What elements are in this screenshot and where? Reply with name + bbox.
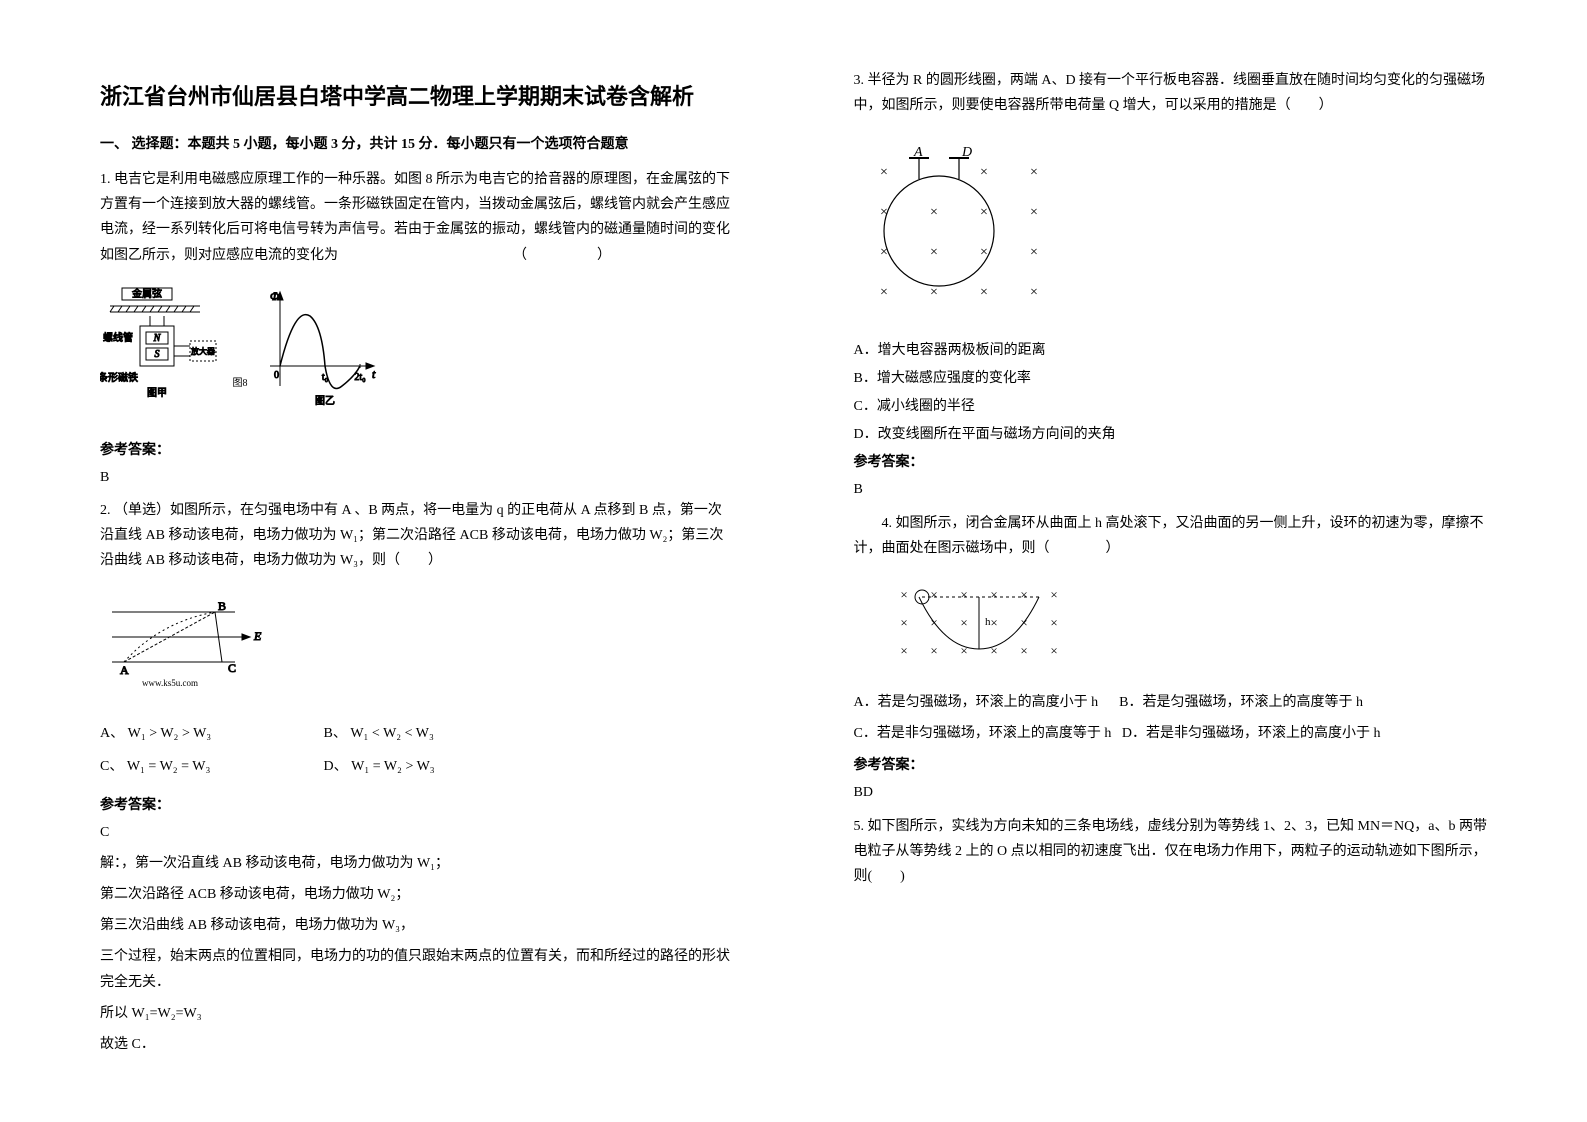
svg-text:×: ×	[880, 165, 888, 180]
page-title: 浙江省台州市仙居县白塔中学高二物理上学期期末试卷含解析	[100, 80, 734, 113]
q2-exp5: 故选 C．	[100, 1032, 734, 1057]
q2-exp0: 解：，第一次沿直线 AB 移动该电荷，电场力做功为 W₁；	[100, 851, 734, 876]
label-t0: t₀	[322, 372, 329, 383]
q3-answer-label: 参考答案：	[854, 451, 1488, 471]
q4-optD: D．若是非匀强磁场，环滚上的高度小于 h	[1122, 726, 1381, 741]
svg-text:×: ×	[990, 615, 997, 630]
q3-optA: A．增大电容器两极板间的距离	[854, 339, 1488, 359]
label-2t0: 2t₀	[354, 372, 366, 383]
svg-text:×: ×	[1030, 285, 1038, 300]
svg-text:h: h	[985, 616, 991, 628]
q2-answer-label: 参考答案：	[100, 794, 734, 814]
label-O: 0	[274, 370, 279, 381]
label-figC: 图乙	[315, 395, 335, 407]
svg-text:×: ×	[980, 205, 988, 220]
q4-row2: C．若是非匀强磁场，环滚上的高度等于 h D．若是非匀强磁场，环滚上的高度小于 …	[854, 721, 1488, 746]
q2-options: A、 W₁ > W₂ > W₃ B、 W₁ < W₂ < W₃ C、 W₁ = …	[100, 717, 734, 784]
label-figA: 图甲	[147, 387, 167, 399]
svg-text:×: ×	[880, 285, 888, 300]
svg-text:×: ×	[900, 643, 907, 658]
svg-text:×: ×	[1030, 205, 1038, 220]
q2-optB: B、 W₁ < W₂ < W₃	[324, 717, 524, 751]
svg-text:×: ×	[1030, 165, 1038, 180]
q2-optD: D、 W₁ = W₂ > W₃	[324, 750, 524, 784]
q3-answer: B	[854, 477, 1488, 502]
label-C: C	[228, 661, 236, 675]
svg-text:×: ×	[1050, 587, 1057, 602]
right-column: 3. 半径为 R 的圆形线圈，两端 A、D 接有一个平行板电容器．线圈垂直放在随…	[794, 0, 1587, 1122]
q1-stem: 1. 电吉它是利用电磁感应原理工作的一种乐器。如图 8 所示为电吉它的拾音器的原…	[100, 167, 734, 268]
label-t: t	[372, 367, 376, 381]
svg-text:×: ×	[930, 587, 937, 602]
svg-text:×: ×	[980, 165, 988, 180]
q2-exp4: 所以 W₁=W₂=W₃	[100, 1001, 734, 1026]
q1-figure: 金属弦 N S	[100, 286, 380, 416]
svg-text:×: ×	[1050, 615, 1057, 630]
q4-answer: BD	[854, 780, 1488, 805]
label-magnet: 条形磁铁	[100, 371, 138, 384]
label-coil: 螺线管	[103, 331, 133, 344]
label-B: B	[218, 599, 226, 613]
svg-text:×: ×	[930, 245, 938, 260]
svg-text:×: ×	[900, 587, 907, 602]
label-site: www.ks5u.com	[142, 678, 198, 688]
label-A: A	[120, 663, 129, 677]
q2-stem: 2. （单选）如图所示，在匀强电场中有 A 、B 两点，将一电量为 q 的正电荷…	[100, 498, 734, 574]
q2-exp2: 第三次沿曲线 AB 移动该电荷，电场力做功为 W₃，	[100, 913, 734, 938]
label-S: S	[155, 349, 160, 360]
q3-optB: B．增大磁感应强度的变化率	[854, 367, 1488, 387]
q1-answer-label: 参考答案：	[100, 439, 734, 459]
q3-options: A．增大电容器两极板间的距离 B．增大磁感应强度的变化率 C．减小线圈的半径 D…	[854, 339, 1488, 443]
q4-figure: ×××××× ×××××× ×××××× h	[884, 579, 1084, 669]
svg-text:×: ×	[900, 615, 907, 630]
svg-text:×: ×	[980, 285, 988, 300]
label-string: 金属弦	[132, 287, 162, 300]
svg-text:×: ×	[1030, 245, 1038, 260]
q4-optC: C．若是非匀强磁场，环滚上的高度等于 h	[854, 726, 1112, 741]
q2-figure: E A B C www.ks5u.com	[100, 592, 270, 692]
label-E: E	[253, 629, 262, 643]
q2-exp3: 三个过程，始末两点的位置相同，电场力的功的值只跟始末两点的位置有关，而和所经过的…	[100, 944, 734, 994]
q2-optA: A、 W₁ > W₂ > W₃	[100, 717, 300, 751]
svg-text:×: ×	[1020, 643, 1027, 658]
section-header: 一、 选择题：本题共 5 小题，每小题 3 分，共计 15 分．每小题只有一个选…	[100, 133, 734, 153]
q3-figure: ×× ××× ××× ××× ×××× A D	[854, 136, 1064, 316]
q5-stem: 5. 如下图所示，实线为方向未知的三条电场线，虚线分别为等势线 1、2、3，已知…	[854, 814, 1488, 890]
q4-optA: A．若是匀强磁场，环滚上的高度小于 h	[854, 695, 1099, 710]
q2-exp1: 第二次沿路径 ACB 移动该电荷，电场力做功 W₂；	[100, 882, 734, 907]
q3-optC: C．减小线圈的半径	[854, 395, 1488, 415]
q1-answer: B	[100, 465, 734, 490]
svg-text:×: ×	[930, 205, 938, 220]
label-amp: 放大器	[191, 346, 215, 356]
label-figB: 图8	[233, 377, 248, 389]
q4-optB: B．若是匀强磁场，环滚上的高度等于 h	[1119, 695, 1363, 710]
svg-text:×: ×	[1050, 643, 1057, 658]
q2-answer: C	[100, 820, 734, 845]
q4-stem: 4. 如图所示，闭合金属环从曲面上 h 高处滚下，又沿曲面的另一侧上升，设环的初…	[854, 511, 1488, 561]
svg-text:×: ×	[990, 587, 997, 602]
q2-optC: C、 W₁ = W₂ = W₃	[100, 750, 300, 784]
label-phi: Φ	[270, 289, 279, 303]
svg-text:×: ×	[930, 643, 937, 658]
svg-text:×: ×	[930, 285, 938, 300]
label-N: N	[153, 333, 162, 344]
q4-row1: A．若是匀强磁场，环滚上的高度小于 h B．若是匀强磁场，环滚上的高度等于 h	[854, 690, 1488, 715]
svg-text:×: ×	[960, 615, 967, 630]
q4-answer-label: 参考答案：	[854, 754, 1488, 774]
q3-stem: 3. 半径为 R 的圆形线圈，两端 A、D 接有一个平行板电容器．线圈垂直放在随…	[854, 68, 1488, 118]
left-column: 浙江省台州市仙居县白塔中学高二物理上学期期末试卷含解析 一、 选择题：本题共 5…	[0, 0, 794, 1122]
svg-text:×: ×	[1020, 587, 1027, 602]
svg-text:×: ×	[960, 587, 967, 602]
q3-optD: D．改变线圈所在平面与磁场方向间的夹角	[854, 423, 1488, 443]
